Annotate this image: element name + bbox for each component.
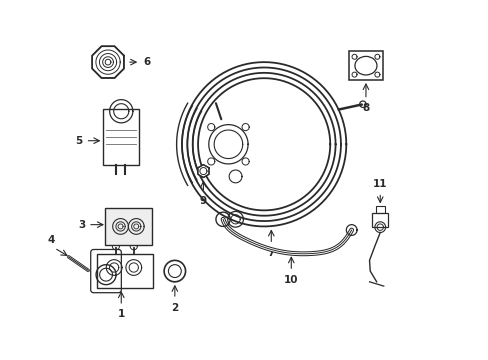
Text: 1: 1 (118, 310, 124, 319)
Bar (97, 254, 152, 288)
Bar (375, 206, 384, 213)
Text: 9: 9 (200, 196, 206, 206)
Text: 7: 7 (267, 248, 274, 258)
Text: 11: 11 (372, 179, 386, 189)
Bar (105, 208, 151, 245)
Bar (103, 109, 139, 165)
Text: 8: 8 (362, 103, 369, 113)
Text: 10: 10 (284, 275, 298, 285)
Text: 6: 6 (143, 57, 150, 67)
Text: 5: 5 (75, 136, 82, 146)
Polygon shape (92, 46, 123, 78)
Bar (348, 51, 382, 80)
Text: 2: 2 (171, 302, 178, 312)
Polygon shape (198, 165, 208, 177)
Text: 4: 4 (48, 235, 55, 246)
Bar (372, 213, 387, 227)
Text: 3: 3 (78, 220, 85, 230)
